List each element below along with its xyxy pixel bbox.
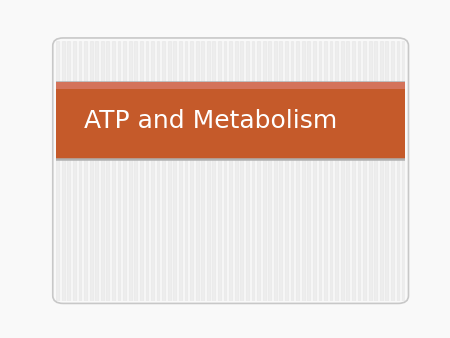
Bar	[196, 41, 198, 301]
Bar	[229, 41, 232, 301]
Bar	[386, 41, 388, 301]
Bar	[291, 41, 293, 301]
Bar	[285, 41, 288, 301]
Bar	[190, 41, 193, 301]
Bar	[363, 41, 366, 301]
Bar	[140, 41, 143, 301]
Bar	[369, 41, 372, 301]
Bar	[257, 41, 260, 301]
Bar	[224, 41, 226, 301]
Bar	[252, 41, 254, 301]
Bar	[235, 41, 238, 301]
Bar	[90, 41, 93, 301]
Bar	[380, 41, 382, 301]
Bar	[173, 41, 176, 301]
Bar	[184, 41, 187, 301]
Bar	[263, 41, 266, 301]
Bar	[346, 41, 349, 301]
Bar	[279, 41, 282, 301]
Bar	[117, 41, 121, 301]
Bar	[396, 41, 400, 301]
Bar	[157, 41, 159, 301]
Bar	[302, 41, 305, 301]
Bar	[95, 41, 98, 301]
Bar	[68, 41, 70, 301]
Bar	[335, 41, 338, 301]
Bar	[56, 82, 405, 159]
Bar	[151, 41, 154, 301]
Bar	[207, 41, 210, 301]
Bar	[212, 41, 215, 301]
Bar	[296, 41, 299, 301]
Bar	[135, 41, 137, 301]
Bar	[201, 41, 204, 301]
Bar	[162, 41, 165, 301]
Bar	[391, 41, 394, 301]
Bar	[218, 41, 221, 301]
Text: ATP and Metabolism: ATP and Metabolism	[84, 108, 338, 132]
Bar	[313, 41, 316, 301]
Bar	[402, 41, 405, 301]
Bar	[73, 41, 76, 301]
Bar	[246, 41, 249, 301]
Bar	[341, 41, 344, 301]
Bar	[307, 41, 310, 301]
Bar	[374, 41, 377, 301]
Bar	[319, 41, 321, 301]
Bar	[145, 41, 148, 301]
Bar	[101, 41, 104, 301]
Bar	[330, 41, 333, 301]
Bar	[168, 41, 171, 301]
Bar	[129, 41, 131, 301]
Bar	[107, 41, 109, 301]
Bar	[123, 41, 126, 301]
Bar	[79, 41, 81, 301]
Bar	[268, 41, 271, 301]
Bar	[352, 41, 355, 301]
Bar	[274, 41, 277, 301]
Bar	[56, 41, 59, 301]
Bar	[56, 82, 405, 90]
Bar	[240, 41, 243, 301]
Bar	[62, 41, 65, 301]
Bar	[112, 41, 115, 301]
Bar	[179, 41, 182, 301]
Bar	[84, 41, 87, 301]
Bar	[358, 41, 360, 301]
Bar	[324, 41, 327, 301]
